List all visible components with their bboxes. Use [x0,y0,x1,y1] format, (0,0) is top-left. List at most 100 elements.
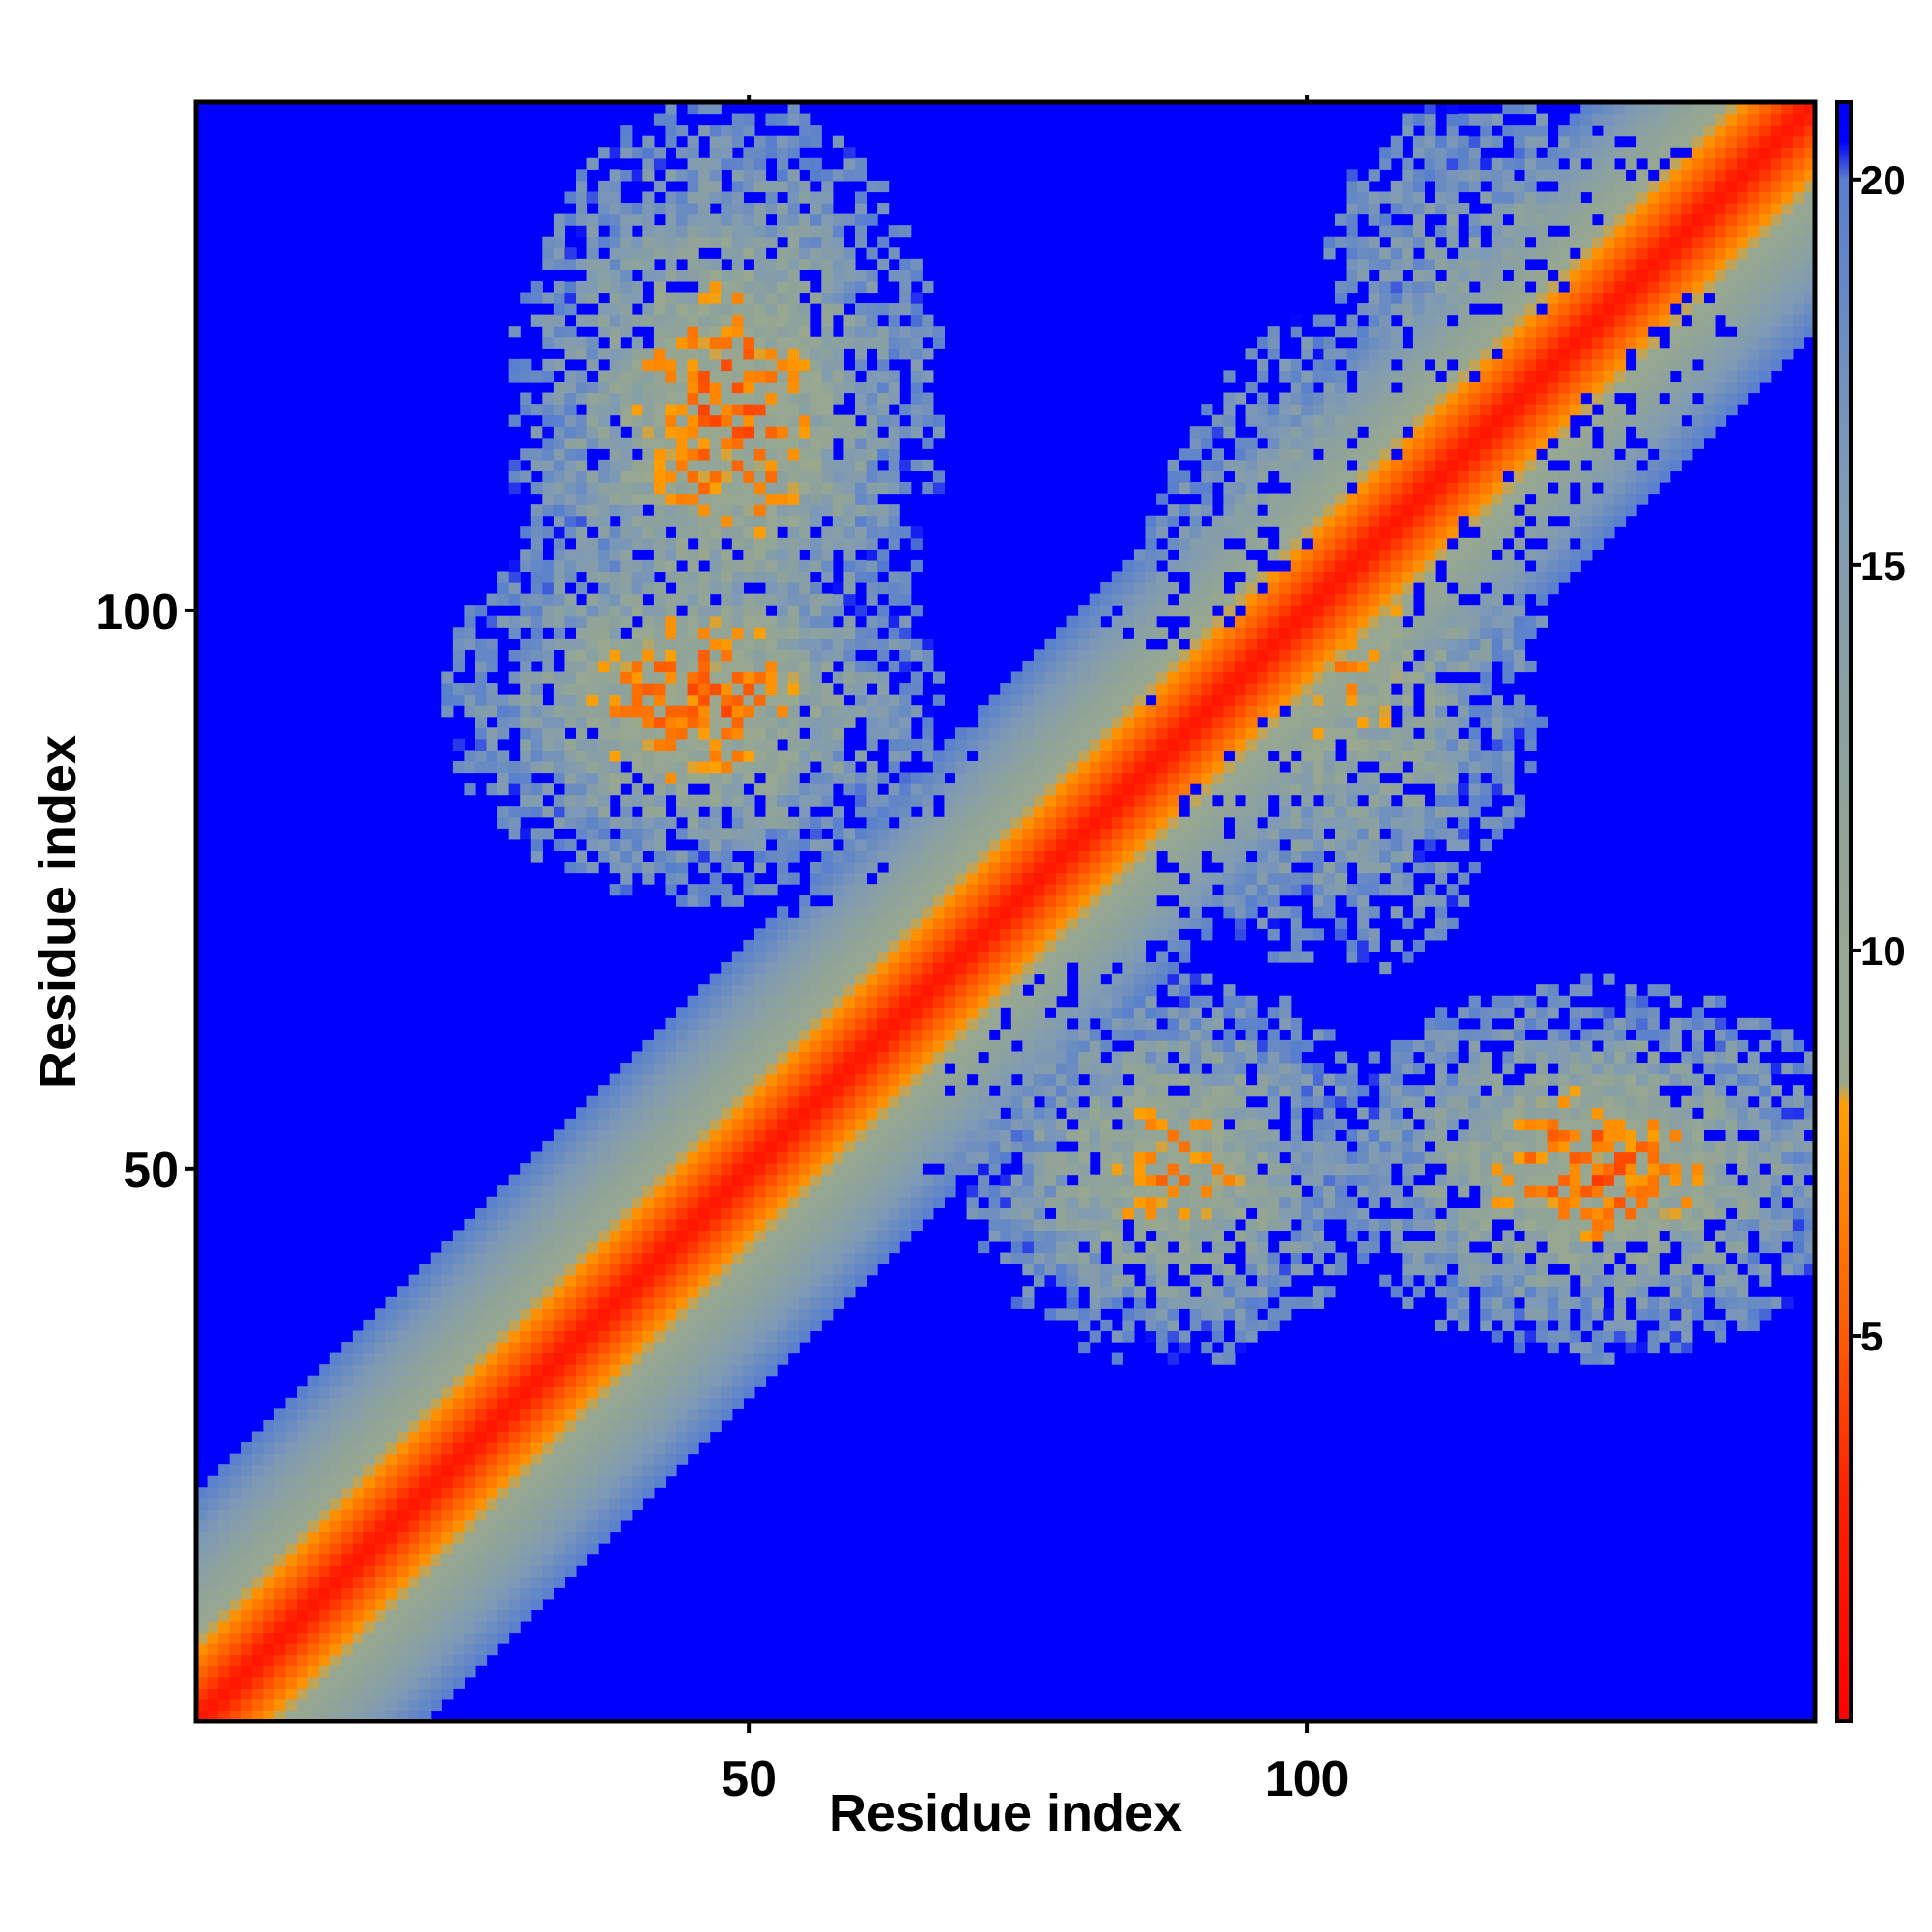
heatmap-cell [1022,660,1035,673]
heatmap-cell [866,816,878,829]
heatmap-cell [899,481,912,495]
heatmap-cell [564,426,577,439]
heatmap-cell [631,348,643,360]
heatmap-cell [731,1107,744,1120]
heatmap-cell [486,1520,498,1533]
heatmap-cell [854,884,867,896]
heatmap-cell [866,615,878,628]
heatmap-cell [899,872,912,885]
heatmap-cell [520,1208,532,1220]
heatmap-cell [810,1095,822,1108]
heatmap-cell [620,213,633,226]
heatmap-cell [419,1487,432,1499]
heatmap-cell [586,1296,599,1309]
heatmap-cell [586,738,599,751]
heatmap-cell [586,537,599,550]
heatmap-cell [821,370,834,383]
heatmap-cell [843,549,856,561]
heatmap-cell [866,549,878,561]
heatmap-cell [709,1319,722,1332]
heatmap-cell [832,1230,844,1242]
heatmap-cell [709,582,722,595]
heatmap-cell [787,381,800,394]
heatmap-cell [1033,750,1046,762]
heatmap-cell [397,1386,410,1399]
heatmap-cell [1010,917,1023,929]
heatmap-cell [341,1352,354,1365]
heatmap-cell [866,1240,878,1254]
heatmap-cell [1010,872,1023,885]
heatmap-cell [877,326,890,338]
heatmap-cell [631,392,643,405]
heatmap-cell [631,683,643,696]
heatmap-cell [486,1296,498,1309]
heatmap-cell [363,1553,376,1566]
heatmap-cell [966,962,979,975]
heatmap-cell [888,270,900,282]
heatmap-cell [721,750,733,762]
heatmap-cell [743,671,755,684]
heatmap-cell [1033,760,1046,774]
heatmap-cell [854,203,867,215]
heatmap-cell [620,481,633,495]
heatmap-cell [497,1598,510,1611]
heatmap-cell [743,147,755,159]
heatmap-cell [877,828,890,840]
heatmap-cell [910,850,923,863]
heatmap-cell [765,995,778,1008]
heatmap-cell [687,727,699,740]
heatmap-cell [297,1397,309,1409]
heatmap-cell [1044,806,1057,818]
heatmap-cell [743,951,755,963]
heatmap-cell [753,303,767,316]
heatmap-cell [1010,906,1023,919]
heatmap-cell [743,1140,755,1153]
heatmap-cell [910,1140,923,1153]
heatmap-cell [731,816,744,829]
heatmap-cell [899,1218,912,1232]
heatmap-cell [843,147,856,159]
heatmap-cell [609,1509,621,1521]
heatmap-cell [799,1151,811,1164]
heatmap-cell [374,1342,387,1354]
heatmap-cell [854,705,867,718]
heatmap-cell [586,414,599,427]
heatmap-cell [721,571,733,583]
heatmap-cell [631,147,643,159]
heatmap-cell [486,760,498,774]
heatmap-cell [520,694,532,706]
heatmap-cell [241,1520,253,1533]
heatmap-cell [966,1140,979,1153]
heatmap-cell [542,559,554,573]
heatmap-cell [899,895,912,907]
heatmap-cell [810,414,822,427]
heatmap-cell [932,850,946,863]
heatmap-cell [854,1252,867,1264]
heatmap-cell [218,1609,231,1622]
heatmap-cell [832,370,844,383]
heatmap-cell [530,750,543,762]
heatmap-cell [832,358,844,372]
heatmap-cell [297,1688,309,1700]
heatmap-cell [698,191,711,204]
heatmap-cell [397,1408,410,1421]
heatmap-cell [888,660,900,673]
heatmap-cell [620,381,633,394]
heatmap-cell [944,995,956,1008]
heatmap-cell [753,157,767,170]
heatmap-cell [329,1576,342,1588]
heatmap-cell [609,1208,621,1220]
heatmap-cell [1044,1185,1057,1198]
heatmap-cell [687,1029,699,1041]
heatmap-cell [530,671,543,684]
heatmap-cell [620,1163,633,1176]
heatmap-cell [709,236,722,248]
heatmap-cell [665,1375,677,1387]
heatmap-cell [1033,716,1046,728]
heatmap-cell [441,1654,454,1666]
heatmap-cell [598,203,611,215]
heatmap-cell [329,1531,342,1544]
heatmap-cell [854,694,867,706]
heatmap-cell [765,760,778,774]
heatmap-cell [922,649,934,662]
